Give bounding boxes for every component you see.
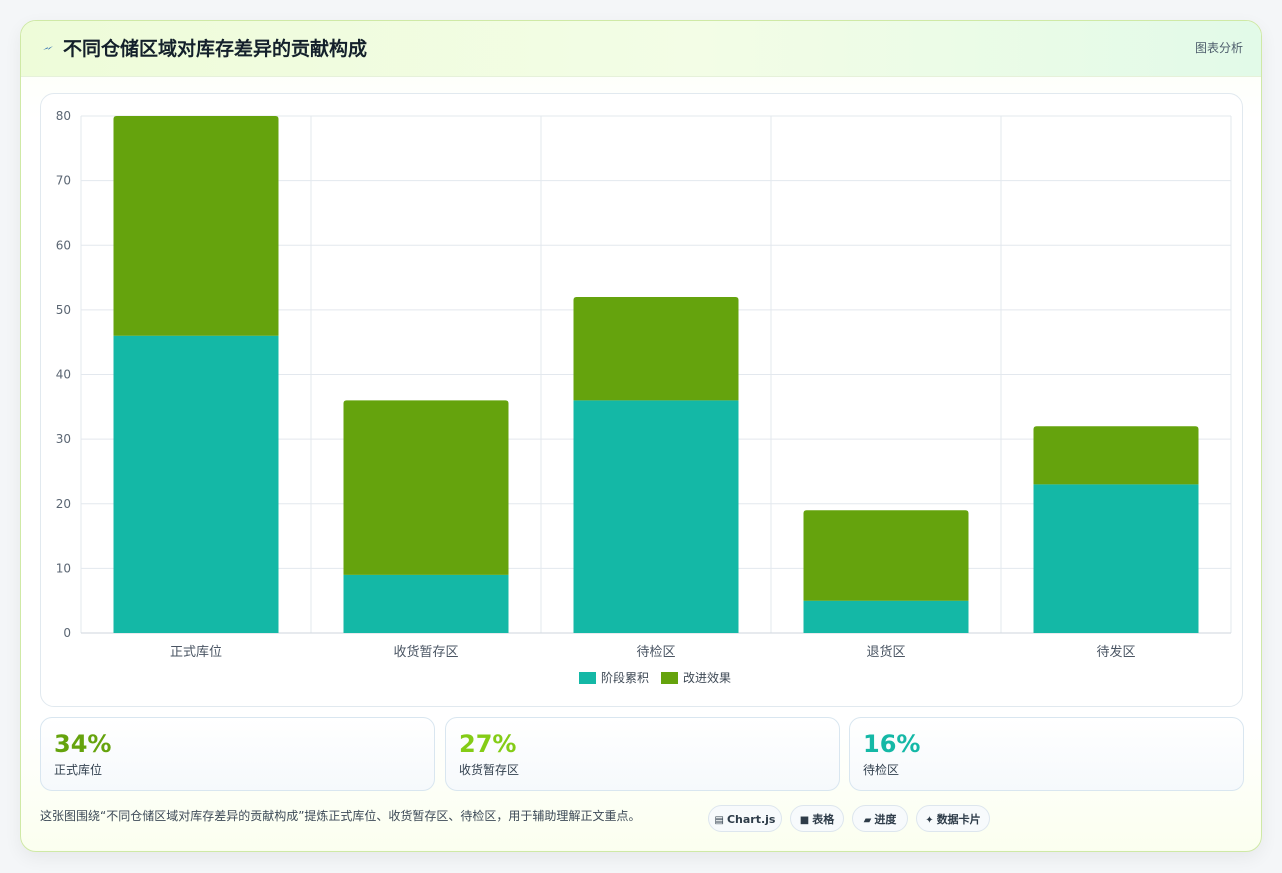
x-tick-label: 退货区 xyxy=(866,644,905,660)
chip-progress[interactable]: ▰ 进度 xyxy=(852,805,908,832)
legend-swatch[interactable] xyxy=(579,672,596,684)
y-tick-label: 30 xyxy=(56,432,71,446)
stat-card-2: 27% 收货暂存区 xyxy=(445,717,840,791)
bar-segment-阶段累积[interactable] xyxy=(803,600,969,633)
sparkle-icon: ✦ xyxy=(925,815,934,826)
stat-label: 正式库位 xyxy=(54,763,103,777)
bar-segment-改进效果[interactable] xyxy=(803,510,969,601)
stat-label: 待检区 xyxy=(863,763,900,777)
stat-label: 收货暂存区 xyxy=(459,763,520,777)
chip-label: Chart.js xyxy=(726,813,776,826)
chip-label: 数据卡片 xyxy=(936,813,981,826)
x-tick-label: 收货暂存区 xyxy=(393,644,458,660)
chip-label: 表格 xyxy=(812,813,835,826)
bar-segment-改进效果[interactable] xyxy=(1033,426,1199,485)
bar-segment-阶段累积[interactable] xyxy=(113,335,279,633)
bar-segment-改进效果[interactable] xyxy=(343,400,509,575)
bar-segment-阶段累积[interactable] xyxy=(343,574,509,633)
y-tick-label: 10 xyxy=(56,561,71,575)
x-tick-label: 待检区 xyxy=(636,645,675,660)
stat-card-1: 34% 正式库位 xyxy=(40,717,435,791)
stat-card-3: 16% 待检区 xyxy=(849,717,1244,791)
x-tick-label: 正式库位 xyxy=(170,644,222,660)
bar-segment-阶段累积[interactable] xyxy=(1033,484,1199,633)
footer-description: 这张图围绕“不同仓储区域对库存差异的贡献构成”提炼正式库位、收货暂存区、待检区，… xyxy=(40,809,641,823)
chart-title: 不同仓储区域对库存差异的贡献构成 xyxy=(63,38,368,60)
chart-panel: 0 10 20 30 40 50 60 70 80 正式库位 收货暂存区 待检区 退货区 待发区阶段累积 改… xyxy=(40,93,1243,707)
y-tick-label: 0 xyxy=(63,626,71,640)
y-tick-label: 60 xyxy=(56,238,71,252)
legend-label[interactable]: 阶段累积 xyxy=(601,670,649,685)
card-header: 不同仓储区域对库存差异的贡献构成 图表分析 xyxy=(21,21,1261,77)
bar-segment-改进效果[interactable] xyxy=(573,296,739,401)
progress-icon: ▰ xyxy=(863,815,872,826)
stat-value: 34% xyxy=(54,730,112,758)
chip-label: 进度 xyxy=(874,813,897,826)
y-tick-label: 50 xyxy=(56,303,71,317)
table-icon: ■ xyxy=(799,815,810,826)
chip-table[interactable]: ■ 表格 xyxy=(790,805,844,832)
lightning-icon xyxy=(43,46,53,50)
chip-chartjs[interactable]: ▤ Chart.js xyxy=(708,805,782,832)
y-tick-label: 80 xyxy=(56,109,71,123)
bar-segment-阶段累积[interactable] xyxy=(573,400,739,633)
chart-analysis-label[interactable]: 图表分析 xyxy=(1194,41,1243,55)
legend-label[interactable]: 改进效果 xyxy=(683,670,731,685)
chart-icon: ▤ xyxy=(714,815,724,826)
chip-data-card[interactable]: ✦ 数据卡片 xyxy=(916,805,990,832)
chart-card: 不同仓储区域对库存差异的贡献构成 图表分析 0 10 20 30 40 50 60 70 80 正… xyxy=(20,20,1262,852)
legend-swatch[interactable] xyxy=(661,672,678,684)
y-tick-label: 40 xyxy=(56,368,71,382)
y-tick-label: 70 xyxy=(56,174,71,188)
bar-segment-改进效果[interactable] xyxy=(113,116,279,336)
x-tick-label: 待发区 xyxy=(1096,644,1135,660)
stat-value: 27% xyxy=(459,730,517,758)
stat-value: 16% xyxy=(863,730,921,758)
y-tick-label: 20 xyxy=(56,497,71,511)
